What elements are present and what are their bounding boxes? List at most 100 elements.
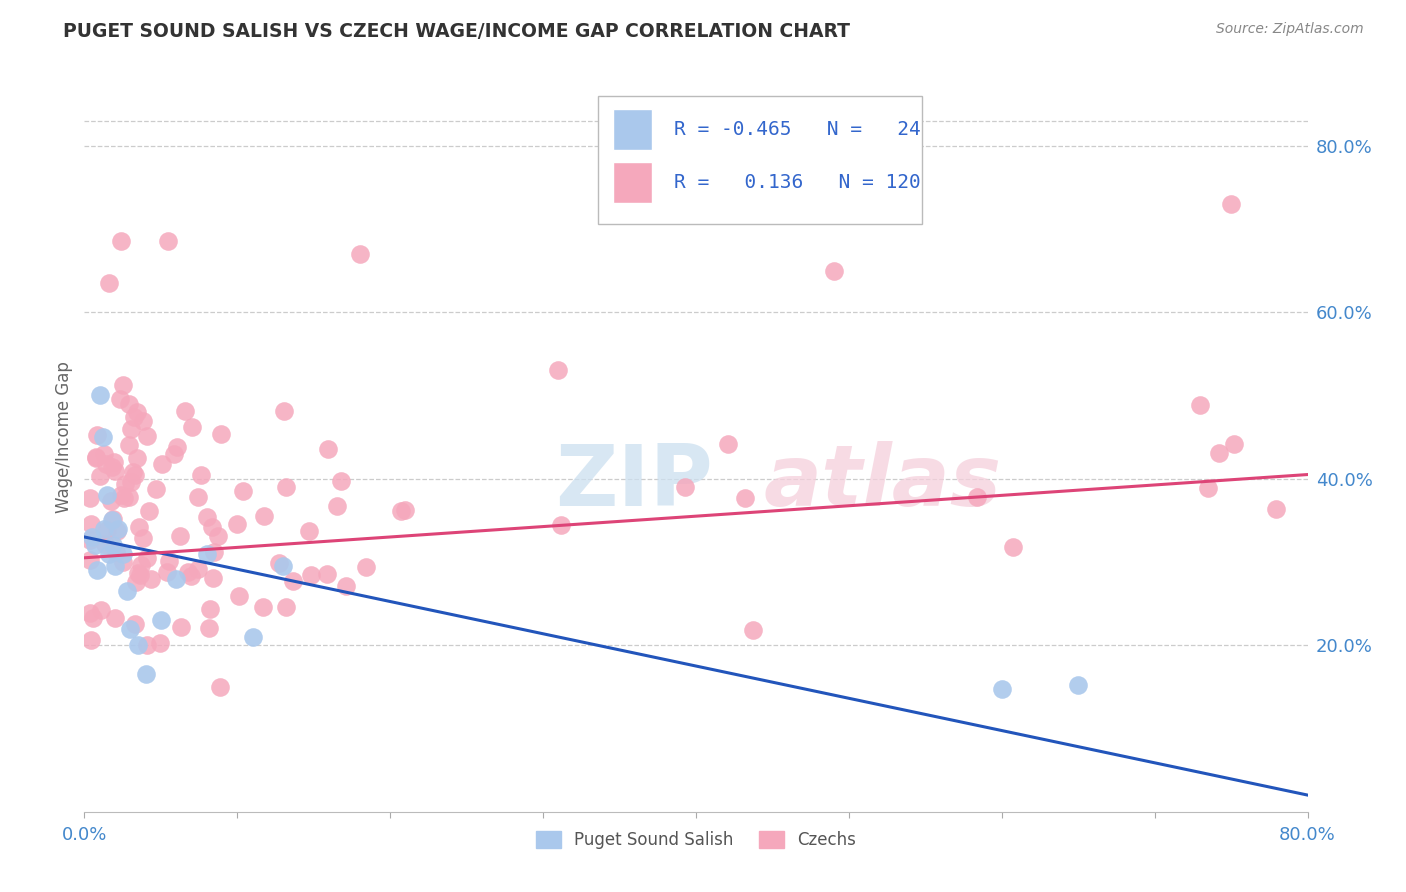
Point (354, 559, 377, 574)
Point (190, 467, 212, 482)
Point (118, 438, 141, 452)
Point (335, 579, 357, 593)
Point (202, 571, 225, 585)
Point (150, 457, 173, 471)
Point (316, 567, 339, 582)
Point (101, 513, 124, 527)
Point (93, 522, 115, 536)
Point (86, 427, 108, 442)
Point (157, 554, 180, 568)
Point (1265, 502, 1288, 516)
Point (276, 600, 298, 615)
Point (118, 491, 141, 505)
Point (120, 422, 142, 436)
Point (104, 611, 127, 625)
Point (318, 442, 340, 456)
Point (79, 633, 101, 648)
Point (253, 509, 276, 524)
Point (96, 524, 118, 538)
Point (112, 491, 135, 505)
Point (86, 563, 108, 577)
Point (125, 451, 148, 466)
Point (129, 568, 152, 582)
Point (135, 428, 157, 442)
Point (89, 468, 111, 483)
Point (1197, 481, 1219, 495)
Point (127, 638, 149, 652)
Point (242, 630, 264, 644)
Point (329, 475, 352, 489)
Point (163, 447, 186, 461)
Point (129, 558, 152, 573)
Legend: Puget Sound Salish, Czechs: Puget Sound Salish, Czechs (529, 824, 863, 855)
Point (991, 681, 1014, 696)
Text: R =   0.136   N = 120: R = 0.136 N = 120 (673, 173, 921, 192)
Point (823, 263, 845, 277)
Point (228, 589, 250, 603)
FancyBboxPatch shape (598, 96, 922, 224)
Point (298, 524, 321, 538)
Point (145, 483, 167, 497)
Point (112, 378, 135, 392)
Point (198, 602, 221, 616)
Text: atlas: atlas (763, 441, 1001, 524)
Point (325, 499, 347, 513)
Point (84, 538, 107, 552)
Point (132, 414, 155, 428)
Point (110, 488, 132, 502)
Point (165, 572, 187, 586)
Point (96, 458, 118, 472)
Point (252, 599, 274, 614)
Point (198, 621, 221, 635)
Point (127, 405, 149, 419)
Point (127, 566, 149, 580)
Point (734, 491, 756, 505)
Point (111, 547, 134, 561)
Point (207, 529, 229, 543)
Point (1208, 446, 1230, 460)
Point (208, 680, 231, 694)
Point (80, 517, 103, 532)
Point (717, 436, 740, 450)
Point (141, 572, 163, 586)
Point (90, 603, 112, 617)
Point (166, 440, 188, 454)
Point (89, 388, 111, 402)
Point (93, 537, 115, 551)
Point (115, 584, 138, 599)
Point (82, 610, 104, 624)
Point (966, 490, 988, 504)
Point (120, 475, 142, 489)
Point (118, 397, 141, 411)
Point (128, 520, 150, 534)
Point (201, 520, 224, 534)
Text: R = -0.465   N =   24: R = -0.465 N = 24 (673, 120, 921, 139)
Point (269, 556, 291, 570)
Point (84, 450, 107, 464)
Point (122, 465, 145, 479)
Point (86, 450, 108, 465)
Point (271, 559, 294, 574)
Point (79, 606, 101, 620)
Point (181, 419, 204, 434)
Point (226, 516, 249, 531)
Point (389, 503, 412, 517)
Point (91, 430, 114, 444)
Point (114, 477, 136, 491)
Point (187, 562, 209, 576)
Point (124, 617, 146, 632)
Point (101, 512, 124, 526)
Text: Source: ZipAtlas.com: Source: ZipAtlas.com (1216, 22, 1364, 37)
Point (1223, 436, 1246, 450)
FancyBboxPatch shape (613, 161, 652, 202)
Point (170, 620, 193, 634)
Point (195, 547, 218, 561)
Point (96, 488, 118, 502)
Point (138, 504, 160, 518)
Point (93, 447, 115, 461)
Point (202, 544, 225, 558)
Point (273, 404, 295, 418)
Point (125, 575, 148, 590)
Y-axis label: Wage/Income Gap: Wage/Income Gap (55, 361, 73, 513)
Point (105, 545, 128, 559)
